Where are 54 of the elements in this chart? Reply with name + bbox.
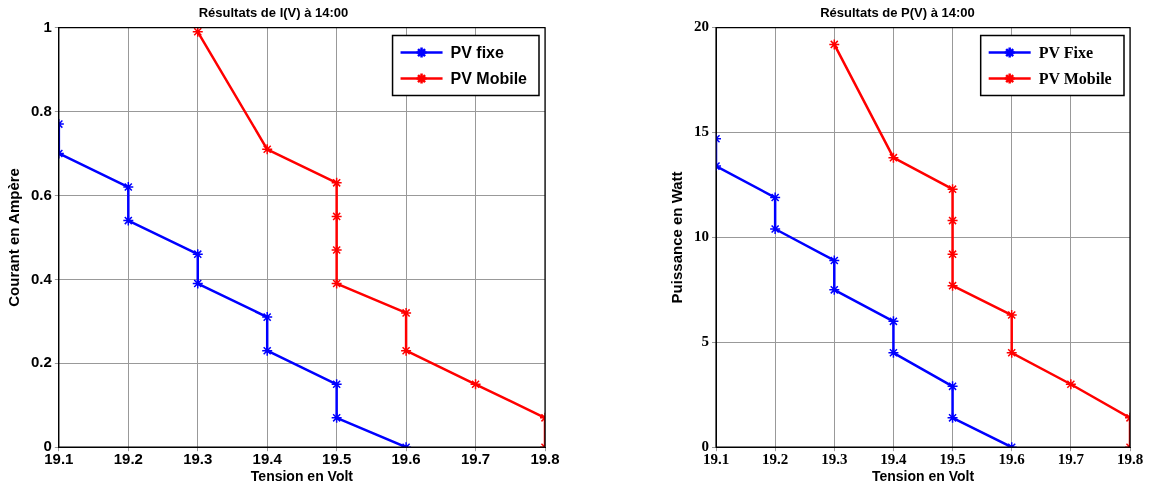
point — [330, 244, 343, 256]
point — [946, 183, 959, 195]
legend-label: PV fixe — [450, 44, 505, 62]
legend-label: PV Mobile — [450, 70, 528, 88]
y-tick-label: 20 — [694, 18, 709, 35]
x-tick-label: 19.2 — [113, 450, 143, 468]
legend-label: PV Mobile — [1038, 69, 1112, 87]
chart-title: Résultats de I(V) à 14:00 — [198, 5, 349, 21]
point — [330, 277, 343, 290]
x-axis-title: Tension en Volt — [250, 468, 354, 485]
y-tick-label: 0.8 — [30, 101, 52, 119]
x-tick-label: 19.4 — [252, 450, 283, 468]
point — [946, 248, 959, 260]
y-tick-label: 15 — [694, 123, 709, 140]
point — [946, 214, 959, 227]
x-tick-label: 19.6 — [998, 451, 1026, 468]
point — [469, 378, 482, 391]
point — [122, 181, 135, 193]
legend-label: PV Fixe — [1038, 43, 1094, 61]
x-tick-label: 19.4 — [880, 451, 908, 468]
y-tick-label: 10 — [694, 228, 709, 245]
y-tick-label: 0.6 — [30, 185, 52, 203]
y-axis-title: Courant en Ampère — [5, 168, 23, 307]
point — [192, 27, 204, 38]
x-tick-label: 19.8 — [1116, 451, 1144, 468]
x-tick-label: 19.3 — [821, 451, 848, 468]
x-tick-label: 19.7 — [1057, 451, 1085, 468]
point — [330, 210, 343, 223]
x-tick-label: 19.6 — [391, 450, 421, 468]
point — [261, 143, 273, 156]
point — [946, 412, 959, 424]
x-tick-label: 19.8 — [530, 450, 560, 468]
point — [828, 38, 841, 51]
y-tick-label: 1 — [43, 17, 52, 35]
point — [1065, 378, 1077, 391]
x-tick-label: 19.5 — [322, 450, 352, 468]
point — [192, 248, 204, 260]
y-axis-title: Puissance en Watt — [668, 171, 686, 304]
x-tick-label: 19.3 — [183, 450, 213, 468]
point — [330, 412, 343, 424]
point — [887, 151, 900, 164]
x-tick-label: 19.5 — [939, 451, 966, 468]
point — [887, 347, 900, 359]
y-tick-label: 5 — [701, 333, 709, 350]
point — [828, 284, 841, 296]
x-axis-title: Tension en Volt — [871, 468, 975, 485]
y-tick-label: 0.4 — [30, 269, 53, 287]
point — [261, 311, 273, 323]
y-tick-label: 0.2 — [30, 353, 52, 371]
x-tick-label: 19.7 — [460, 450, 491, 468]
chart-title: Résultats de P(V) à 14:00 — [820, 5, 975, 21]
x-tick-label: 19.2 — [762, 451, 789, 468]
point — [1005, 347, 1018, 359]
point — [330, 177, 343, 189]
